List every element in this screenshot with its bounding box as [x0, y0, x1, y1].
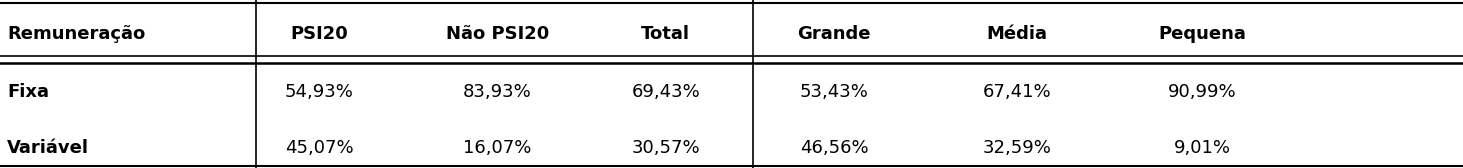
Text: 53,43%: 53,43%	[799, 83, 869, 101]
Text: 83,93%: 83,93%	[464, 83, 531, 101]
Text: Não PSI20: Não PSI20	[446, 25, 549, 43]
Text: 9,01%: 9,01%	[1175, 139, 1230, 157]
Text: 30,57%: 30,57%	[632, 139, 699, 157]
Text: Fixa: Fixa	[7, 83, 50, 101]
Text: Total: Total	[641, 25, 691, 43]
Text: 54,93%: 54,93%	[284, 83, 354, 101]
Text: Pequena: Pequena	[1159, 25, 1246, 43]
Text: Remuneração: Remuneração	[7, 25, 145, 43]
Text: Variável: Variável	[7, 139, 89, 157]
Text: 69,43%: 69,43%	[632, 83, 699, 101]
Text: PSI20: PSI20	[290, 25, 348, 43]
Text: Média: Média	[986, 25, 1048, 43]
Text: 67,41%: 67,41%	[983, 83, 1050, 101]
Text: 16,07%: 16,07%	[464, 139, 531, 157]
Text: Grande: Grande	[797, 25, 870, 43]
Text: 45,07%: 45,07%	[285, 139, 353, 157]
Text: 32,59%: 32,59%	[982, 139, 1052, 157]
Text: 46,56%: 46,56%	[800, 139, 868, 157]
Text: 90,99%: 90,99%	[1169, 83, 1236, 101]
